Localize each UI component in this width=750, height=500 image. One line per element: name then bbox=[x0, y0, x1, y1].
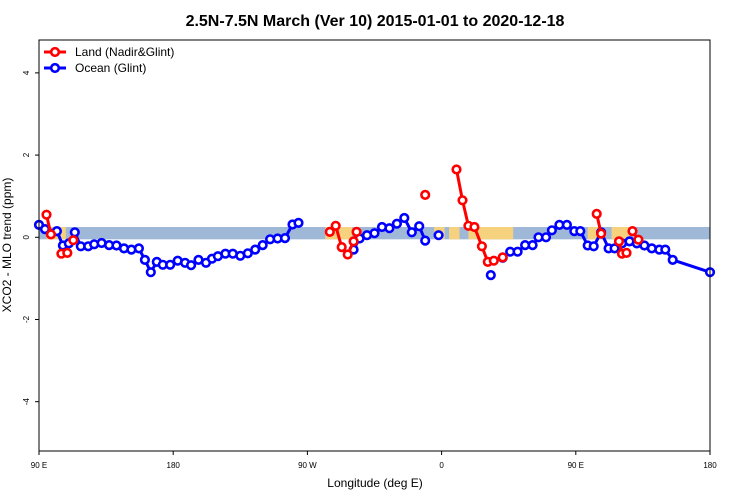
legend: Land (Nadir&Glint) Ocean (Glint) bbox=[44, 45, 174, 75]
x-tick-label-0: 90 E bbox=[31, 461, 47, 470]
x-tick-label-4: 90 E bbox=[568, 461, 584, 470]
land-mask-6 bbox=[611, 227, 630, 240]
x-tick-label-2: 90 W bbox=[298, 461, 317, 470]
ocean-point-4-2 bbox=[512, 246, 523, 257]
ocean-point-3-0 bbox=[485, 270, 496, 281]
ocean-point-0-36 bbox=[279, 233, 291, 244]
ocean-point-0-20 bbox=[165, 259, 176, 270]
land-point-7-2 bbox=[621, 247, 632, 258]
ocean-point-0-23 bbox=[186, 260, 197, 271]
x-axis-label: Longitude (deg E) bbox=[327, 476, 422, 490]
ocean-point-4-6 bbox=[540, 232, 552, 243]
ocean-point-4-23 bbox=[660, 244, 671, 255]
ocean-point-0-31 bbox=[242, 248, 253, 259]
legend-ocean-marker bbox=[49, 62, 61, 74]
legend-land-marker bbox=[49, 46, 61, 58]
ocean-point-1-3 bbox=[369, 228, 380, 239]
y-tick-label-3: 2 bbox=[22, 152, 31, 157]
ocean-point-0-15 bbox=[133, 243, 144, 254]
land-point-8-0 bbox=[627, 226, 638, 237]
y-tick-label-1: -2 bbox=[22, 315, 31, 323]
land-point-3-5 bbox=[351, 226, 362, 237]
chart-title: 2.5N-7.5N March (Ver 10) 2015-01-01 to 2… bbox=[186, 13, 565, 30]
land-mask-4 bbox=[468, 227, 514, 240]
land-point-3-0 bbox=[324, 226, 335, 237]
land-point-2-1 bbox=[62, 247, 73, 258]
ocean-point-0-16 bbox=[139, 254, 150, 266]
land-point-0-1 bbox=[45, 229, 57, 240]
ocean-point-0-17 bbox=[145, 267, 156, 278]
x-tick-label-5: 180 bbox=[703, 461, 717, 470]
ocean-point-1-9 bbox=[414, 221, 425, 232]
x-tick-label-3: 0 bbox=[439, 461, 444, 470]
land-point-5-7 bbox=[497, 252, 508, 263]
land-point-6-0 bbox=[591, 208, 602, 219]
ocean-point-0-38 bbox=[293, 217, 304, 228]
land-point-5-3 bbox=[469, 221, 480, 233]
land-mask-3 bbox=[449, 227, 460, 240]
plot-area bbox=[33, 164, 716, 281]
ocean-point-1-10 bbox=[420, 235, 431, 246]
land-point-6-1 bbox=[595, 228, 607, 239]
land-point-3-1 bbox=[330, 220, 341, 231]
ocean-point-1-6 bbox=[391, 218, 403, 229]
land-point-0-0 bbox=[41, 209, 52, 220]
ocean-point-1-7 bbox=[399, 212, 410, 224]
land-point-4-0 bbox=[420, 189, 431, 200]
ocean-point-2-0 bbox=[433, 230, 444, 241]
ocean-point-4-16 bbox=[609, 243, 620, 254]
y-tick-label-2: 0 bbox=[22, 235, 31, 240]
land-point-3-4 bbox=[348, 236, 359, 247]
ocean-point-0-32 bbox=[250, 244, 261, 255]
ocean-point-1-8 bbox=[406, 227, 417, 238]
ocean-point-4-24 bbox=[667, 254, 678, 266]
ocean-point-4-13 bbox=[588, 241, 599, 252]
land-point-5-6 bbox=[488, 255, 499, 266]
x-tick-label-1: 180 bbox=[167, 461, 181, 470]
legend-ocean-label: Ocean (Glint) bbox=[75, 61, 146, 75]
ocean-point-4-7 bbox=[546, 225, 558, 236]
land-point-5-1 bbox=[457, 195, 468, 206]
land-point-8-1 bbox=[633, 234, 644, 245]
y-axis-label: XCO2 - MLO trend (ppm) bbox=[0, 178, 14, 313]
land-point-3-3 bbox=[342, 249, 353, 260]
land-point-1-0 bbox=[68, 235, 79, 246]
plot-frame bbox=[38, 39, 711, 452]
axes: 90 E 180 90 W 0 90 E 180 -4 -2 0 2 4 bbox=[22, 70, 717, 470]
land-point-7-0 bbox=[613, 236, 625, 247]
land-mask-5 bbox=[587, 227, 600, 240]
y-tick-label-4: 4 bbox=[22, 70, 31, 75]
y-tick-label-0: -4 bbox=[22, 398, 31, 406]
ocean-point-4-9 bbox=[561, 219, 573, 230]
ocean-point-1-5 bbox=[384, 223, 395, 234]
ocean-point-0-33 bbox=[257, 240, 268, 251]
ocean-point-0-6 bbox=[69, 227, 80, 238]
land-point-3-2 bbox=[336, 242, 347, 253]
ocean-point-4-4 bbox=[527, 240, 538, 251]
land-point-5-0 bbox=[451, 164, 462, 175]
land-point-5-4 bbox=[476, 241, 488, 252]
ocean-point-4-11 bbox=[575, 226, 586, 237]
legend-land-label: Land (Nadir&Glint) bbox=[75, 45, 174, 59]
